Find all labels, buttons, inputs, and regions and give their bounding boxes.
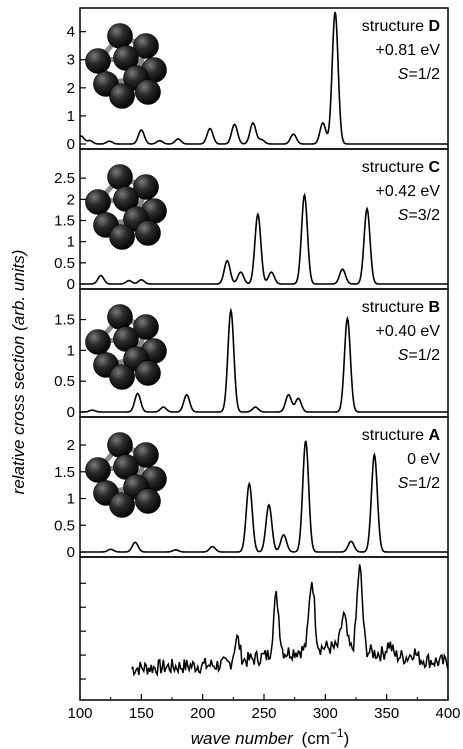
spin-label-B: S=1/2 (398, 347, 440, 364)
panel-D: 0 1 2 3 4 structure D +0.81 eV S=1/2 (67, 7, 449, 153)
y-tick-label: 0 (67, 276, 75, 293)
y-tick-label: 4 (67, 24, 75, 41)
x-tick-label: 150 (129, 705, 154, 722)
panel-C: 0 0.5 1 1.5 2 2.5 structure C +0.42 eV S=3/2 (54, 148, 449, 293)
structure-label-D: structure D (362, 18, 440, 35)
structure-label-A: structure A (362, 427, 441, 444)
experimental-spectrum-line (131, 564, 449, 677)
spin-label-A: S=1/2 (398, 475, 440, 492)
atom (109, 83, 135, 109)
panel-exp (79, 556, 449, 701)
y-tick-label: 2 (67, 80, 75, 97)
panel-B: 0 0.5 1 1.5 structure B +0.40 eV S=1/2 (54, 288, 449, 421)
spin-value: =1/2 (408, 347, 440, 364)
structure-label-prefix: structure (362, 159, 429, 176)
atom (135, 360, 161, 386)
spin-symbol: S (398, 475, 409, 492)
x-tick-label: 300 (313, 705, 338, 722)
atom (85, 48, 111, 74)
x-axis-label-unit-suffix: ) (344, 729, 350, 748)
y-tick-label: 1 (67, 108, 75, 125)
x-tick-label: 400 (435, 705, 460, 722)
atom (85, 329, 111, 355)
y-tick-label: 1.5 (54, 464, 75, 481)
y-tick-label: 0.5 (54, 373, 75, 390)
y-tick-label: 0 (67, 136, 75, 153)
spectrum-line-C (80, 192, 448, 285)
energy-label-B: +0.40 eV (376, 323, 441, 340)
y-tick-label: 1 (67, 342, 75, 359)
structure-label-B: structure B (362, 299, 440, 316)
atom (135, 488, 161, 514)
atom (109, 492, 135, 518)
atom (133, 174, 159, 200)
structure-label-prefix: structure (362, 299, 429, 316)
cluster-structure-C-image (85, 164, 167, 250)
spin-label-C: S=3/2 (398, 207, 440, 224)
x-axis-label: wave number (cm−1) (191, 726, 349, 748)
atom (107, 23, 133, 49)
atom (85, 189, 111, 215)
atom (107, 164, 133, 190)
x-tick-label: 100 (67, 705, 92, 722)
y-tick-label: 0.5 (54, 517, 75, 534)
atom (107, 432, 133, 458)
atom (135, 220, 161, 246)
atom (109, 224, 135, 250)
y-tick-label: 0 (67, 544, 75, 561)
atom (107, 304, 133, 330)
x-axis-label-name: wave number (191, 729, 294, 748)
structure-label-C: structure C (362, 159, 441, 176)
y-tick-label: 3 (67, 52, 75, 69)
atom (133, 314, 159, 340)
atom (135, 79, 161, 105)
y-tick-label: 2 (67, 437, 75, 454)
spin-symbol: S (398, 347, 409, 364)
spectrum-line-B (80, 307, 448, 413)
cluster-structure-A-image (85, 432, 167, 518)
structure-label-prefix: structure (362, 427, 429, 444)
energy-label-A: 0 eV (407, 451, 440, 468)
structure-label-prefix: structure (362, 18, 429, 35)
atom (85, 457, 111, 483)
y-tick-label: 0 (67, 404, 75, 421)
panel-frame (79, 556, 449, 701)
y-axis-label: relative cross section (arb. units) (9, 250, 28, 495)
atom (133, 33, 159, 59)
energy-label-D: +0.81 eV (376, 42, 441, 59)
spectrum-line-A (80, 440, 448, 553)
spin-symbol: S (398, 207, 409, 224)
x-tick-label: 250 (251, 705, 276, 722)
spin-value: =1/2 (408, 475, 440, 492)
y-tick-label: 0.5 (54, 255, 75, 272)
x-tick-label: 200 (190, 705, 215, 722)
x-axis: 100 150 200 250 300 350 400 (67, 694, 461, 722)
y-tick-label: 2.5 (54, 170, 75, 187)
x-axis-label-unit-exp: −1 (330, 726, 344, 740)
y-tick-label: 1.5 (54, 312, 75, 329)
cluster-structure-B-image (85, 304, 167, 390)
spectrum-line-D (79, 11, 448, 145)
cluster-structure-D-image (85, 23, 167, 109)
y-tick-label: 1 (67, 491, 75, 508)
energy-label-C: +0.42 eV (376, 183, 441, 200)
spin-value: =3/2 (408, 207, 440, 224)
structure-label-letter: D (428, 18, 440, 35)
y-tick-label: 1.5 (54, 213, 75, 230)
y-tick-label: 2 (67, 191, 75, 208)
structure-label-letter: A (428, 427, 440, 444)
spin-label-D: S=1/2 (398, 66, 440, 83)
atom (133, 442, 159, 468)
structure-label-letter: C (428, 159, 440, 176)
x-tick-label: 350 (374, 705, 399, 722)
structure-label-letter: B (428, 299, 440, 316)
y-tick-label: 1 (67, 234, 75, 251)
atom (109, 364, 135, 390)
spin-value: =1/2 (408, 66, 440, 83)
spin-symbol: S (398, 66, 409, 83)
x-axis-label-unit-prefix: (cm (302, 729, 330, 748)
panel-A: 0 0.5 1 1.5 2 structure A 0 eV S=1/2 (54, 416, 449, 561)
